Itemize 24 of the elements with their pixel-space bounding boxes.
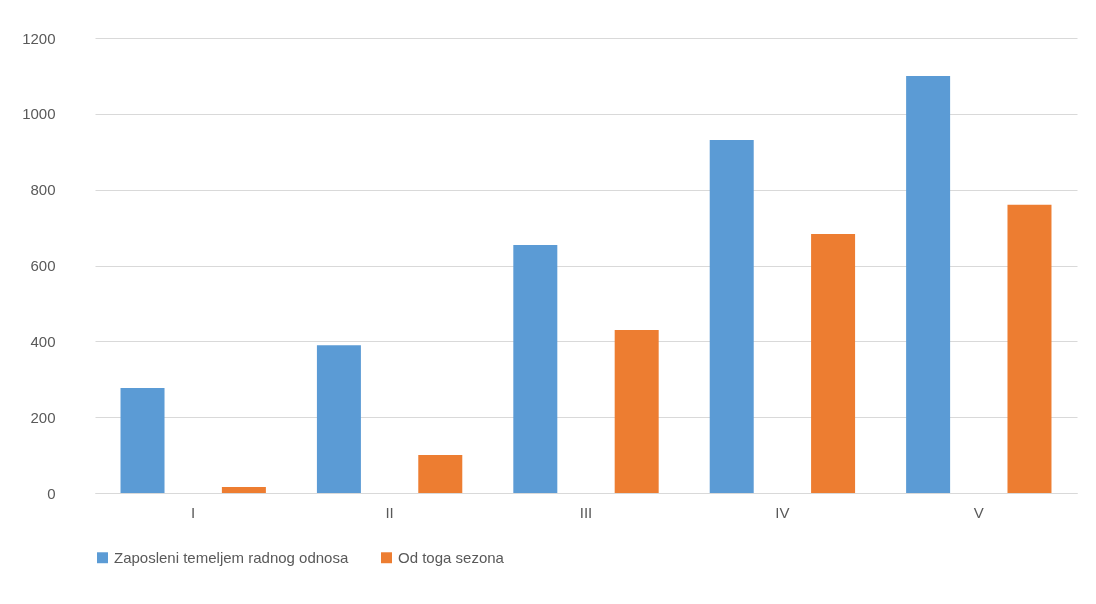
- y-tick-label: 0: [47, 484, 56, 502]
- bar: [906, 75, 951, 493]
- x-tick-label: I: [191, 503, 196, 521]
- legend-label: Zaposleni temeljem radnog odnosa: [114, 548, 349, 566]
- y-tick-label: 800: [30, 181, 56, 199]
- bar: [418, 455, 463, 493]
- bar: [221, 486, 266, 493]
- x-tick-label: II: [385, 503, 394, 521]
- y-tick-label: 1200: [22, 29, 56, 47]
- bar: [709, 140, 754, 493]
- y-tick-label: 600: [30, 257, 56, 274]
- bar: [811, 234, 856, 493]
- y-tick-label: 1000: [22, 105, 56, 123]
- x-tick-label: III: [579, 503, 593, 521]
- bar: [120, 387, 165, 493]
- bar: [1007, 204, 1052, 493]
- y-tick-label: 400: [30, 332, 56, 350]
- x-tick-label: V: [973, 503, 984, 521]
- y-tick-label: 200: [30, 408, 56, 426]
- bar: [316, 345, 361, 493]
- x-tick-label: IV: [775, 503, 790, 521]
- bar: [513, 245, 558, 493]
- bar: [614, 329, 659, 493]
- legend-label: Od toga sezona: [398, 548, 505, 566]
